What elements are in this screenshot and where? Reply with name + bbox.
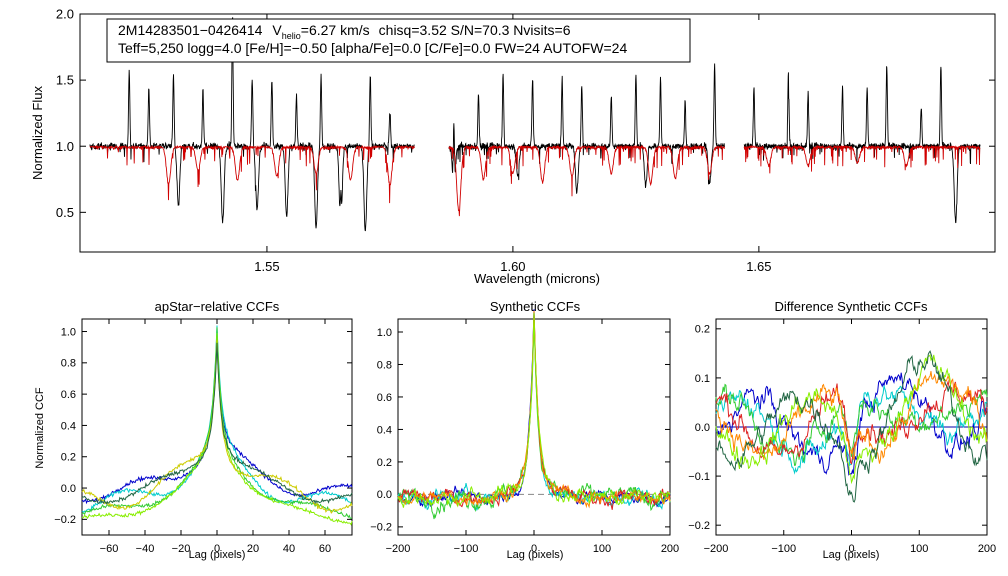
difference-ccf-data (715, 350, 988, 503)
x-tick-label: 1.60 (500, 259, 525, 274)
y-tick-label: 0.1 (695, 373, 710, 385)
difference-ccf-ticks: −200 −100 0 100 200 −0.2 −0.1 0.0 0.1 0.2 (688, 319, 996, 555)
x-tick-label: 0 (531, 543, 537, 555)
spectrum-annotation: 2M14283501−0426414 Vhelio=6.27 km/s chisq=… (106, 18, 691, 63)
spectrum-panel: 1.55 1.60 1.65 0.5 1.0 1.5 2.0 2M14283501−0426… (30, 7, 996, 286)
annotation-vhelio-sub: helio (282, 31, 301, 41)
difference-ccf-line (715, 379, 988, 465)
y-tick-label: 0.4 (61, 420, 76, 432)
annotation-vhelio-value: =6.27 km/s (301, 22, 370, 38)
apstar-ccf-ylabel: Normalized CCF (34, 387, 46, 469)
model-spectrum-line (89, 144, 415, 204)
difference-ccf-title: Difference Synthetic CCFs (775, 299, 928, 314)
x-tick-label: −60 (100, 543, 119, 555)
spectrum-xlabel: Wavelength (microns) (474, 271, 600, 286)
y-tick-label: 0.4 (377, 424, 392, 436)
x-tick-label: 60 (319, 543, 331, 555)
y-tick-label: −0.2 (370, 522, 392, 534)
annotation-line-1: 2M14283501−0426414 Vhelio=6.27 km/s chisq=… (118, 22, 571, 41)
y-tick-label: 0.0 (695, 422, 710, 434)
x-tick-label: −20 (172, 543, 191, 555)
y-tick-label: 0.2 (377, 457, 392, 469)
x-tick-label: 1.55 (254, 259, 279, 274)
synthetic-ccf-data (397, 309, 671, 520)
difference-ccf-line (715, 371, 988, 464)
difference-ccf-xlabel: Lag (pixels) (823, 549, 880, 561)
y-tick-label: 0.8 (377, 359, 392, 371)
x-tick-label: −100 (771, 543, 796, 555)
x-tick-label: 200 (661, 543, 679, 555)
y-tick-label: 1.0 (61, 326, 76, 338)
y-tick-label: −0.2 (54, 514, 76, 526)
y-tick-label: 1.0 (377, 327, 392, 339)
x-tick-label: 100 (910, 543, 928, 555)
model-spectrum-line (448, 144, 725, 217)
y-tick-label: 0.6 (61, 389, 76, 401)
x-tick-label: 100 (593, 543, 611, 555)
y-tick-label: 0.8 (61, 358, 76, 370)
x-tick-label: −100 (454, 543, 479, 555)
model-spectrum-line (743, 144, 981, 174)
annotation-object: 2M14283501−0426414 (118, 22, 263, 38)
observed-spectrum-line (743, 66, 981, 224)
observed-spectrum-line (89, 17, 415, 232)
y-tick-label: 0.5 (56, 205, 74, 220)
y-tick-label: 0.2 (61, 452, 76, 464)
spectrum-ylabel: Normalized Flux (30, 86, 45, 180)
y-tick-label: 0.2 (695, 324, 710, 336)
x-tick-label: 200 (978, 543, 996, 555)
x-tick-label: 0 (848, 543, 854, 555)
x-tick-label: 40 (283, 543, 295, 555)
apstar-ccf-ticks: −60 −40 −20 0 20 40 60 −0.2 0.0 0.2 0.4 0.6 0.8 1.0 (54, 319, 352, 555)
difference-ccf-line (715, 354, 988, 485)
spectrum-ticks: 1.55 1.60 1.65 0.5 1.0 1.5 2.0 (56, 7, 995, 274)
spectrum-data (89, 17, 981, 232)
apstar-ccf-xlabel: Lag (pixels) (189, 549, 246, 561)
y-tick-label: 0.0 (61, 483, 76, 495)
apstar-ccf-panel: apStar−relative CCFs −60 −40 −20 0 20 40 60 −0.… (34, 299, 353, 561)
y-tick-label: −0.1 (688, 471, 710, 483)
y-tick-label: −0.2 (688, 520, 710, 532)
annotation-box (106, 18, 691, 63)
y-tick-label: 0.6 (377, 392, 392, 404)
x-tick-label: 0 (214, 543, 220, 555)
apstar-ccf-line (81, 340, 353, 514)
y-tick-label: 2.0 (56, 7, 74, 22)
synthetic-ccf-ticks: −200 −100 0 100 200 −0.2 0.0 0.2 0.4 0.6 0.8 1.0 (370, 319, 679, 555)
annotation-vhelio-label: V (272, 22, 282, 38)
synthetic-ccf-xlabel: Lag (pixels) (507, 549, 564, 561)
synthetic-ccf-line (397, 312, 671, 508)
x-tick-label: 20 (247, 543, 259, 555)
y-tick-label: 1.5 (56, 73, 74, 88)
x-tick-label: 1.65 (746, 259, 771, 274)
y-tick-label: 1.0 (56, 139, 74, 154)
apstar-ccf-line (81, 325, 353, 513)
apstar-ccf-line (81, 333, 353, 526)
synthetic-ccf-title: Synthetic CCFs (490, 299, 581, 314)
x-tick-label: −40 (136, 543, 155, 555)
difference-ccf-panel: Difference Synthetic CCFs −200 −100 0 100 20… (688, 299, 996, 561)
y-tick-label: 0.0 (377, 489, 392, 501)
apstar-ccf-data (81, 325, 353, 526)
x-tick-label: −200 (386, 543, 411, 555)
annotation-stats: chisq=3.52 S/N=70.3 Nvisits=6 (379, 22, 571, 38)
synthetic-ccf-panel: Synthetic CCFs −200 −100 0 100 200 −0.2 0.0 0.2… (370, 299, 679, 561)
difference-ccf-line (715, 372, 988, 476)
annotation-line-2: Teff=5,250 logg=4.0 [Fe/H]=−0.50 [alpha/… (118, 40, 627, 56)
difference-ccf-line (715, 350, 988, 503)
spectrum-axes-frame (79, 13, 996, 253)
apstar-ccf-line (81, 342, 353, 505)
apstar-ccf-title: apStar−relative CCFs (155, 299, 280, 314)
x-tick-label: −200 (704, 543, 729, 555)
